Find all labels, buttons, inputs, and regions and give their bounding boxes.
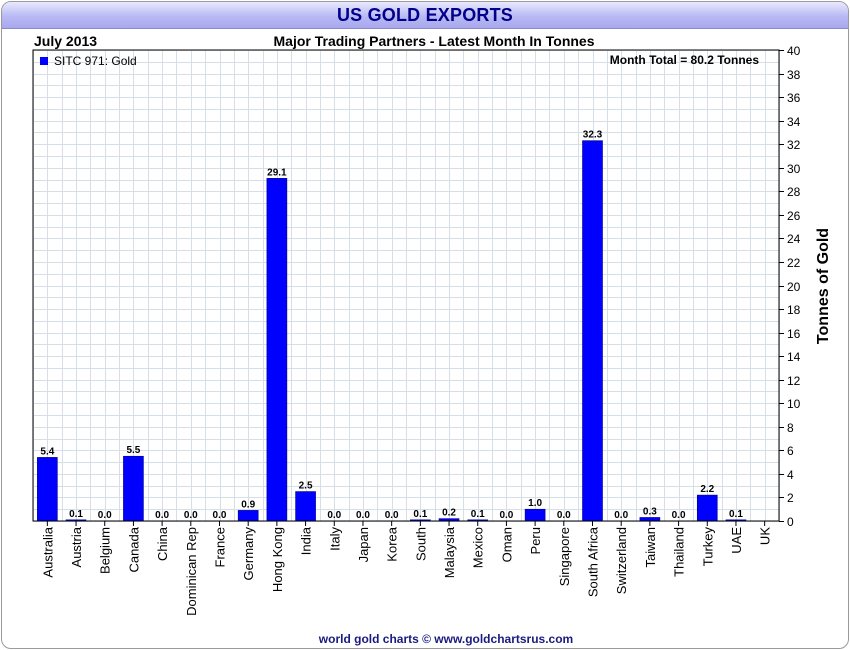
x-tick-label: Singapore — [557, 527, 572, 586]
y-tick-label: 40 — [787, 44, 801, 58]
bar-canada — [123, 455, 144, 522]
x-tick-label: UAE — [729, 527, 744, 554]
period-label: July 2013 — [34, 33, 97, 49]
y-tick-label: 36 — [787, 91, 801, 105]
y-tick-label: 14 — [787, 350, 801, 364]
x-tick-label: South Africa — [586, 526, 601, 597]
bar-germany — [237, 510, 259, 522]
x-tick-label: Hong Kong — [270, 527, 285, 592]
data-label: 5.4 — [40, 446, 54, 457]
x-tick-label: Australia — [40, 526, 55, 577]
x-tick-label: Japan — [356, 527, 371, 562]
bar-south-africa — [582, 140, 603, 522]
bar-hong-kong — [266, 178, 288, 522]
x-tick-label: Taiwan — [643, 527, 658, 567]
x-axis-labels: Australia Austria Belgium Canada China Domini… — [40, 521, 773, 616]
y-tick-label: 4 — [787, 468, 794, 482]
data-label: 0.1 — [729, 509, 743, 520]
bar-turkey — [696, 494, 718, 522]
title-bar: US GOLD EXPORTS — [2, 2, 848, 29]
x-tick-label: China — [155, 526, 170, 561]
data-label: 0.0 — [155, 510, 169, 521]
y-tick-label: 26 — [787, 209, 801, 223]
data-label: 0.0 — [184, 510, 198, 521]
y-tick-label: 32 — [787, 138, 801, 152]
chart-subtitle: Major Trading Partners - Latest Month In… — [274, 33, 595, 49]
y-tick-label: 30 — [787, 162, 801, 176]
x-tick-label: Switzerland — [614, 527, 629, 594]
plot-area-border — [32, 49, 780, 522]
data-label: 1.0 — [528, 498, 542, 509]
data-label: 0.1 — [413, 509, 427, 520]
x-tick-label: Belgium — [98, 527, 113, 574]
x-tick-label: Mexico — [471, 527, 486, 568]
legend-swatch — [40, 57, 48, 65]
y-tick-label: 2 — [787, 491, 794, 505]
bar-taiwan — [639, 517, 661, 522]
y-tick-label: 0 — [787, 515, 794, 529]
y-tick-label: 10 — [787, 397, 801, 411]
y-tick-label: 8 — [787, 421, 794, 435]
x-tick-label: Dominican Rep — [184, 527, 199, 616]
data-label: 2.5 — [299, 481, 313, 492]
data-label: 0.2 — [442, 508, 456, 519]
x-tick-label: Turkey — [700, 527, 715, 567]
data-label: 0.0 — [213, 510, 227, 521]
y-tick-label: 22 — [787, 256, 801, 270]
x-tick-label: South — [413, 527, 428, 561]
data-label: 29.1 — [267, 167, 287, 178]
data-label: 0.0 — [557, 510, 571, 521]
data-label: 0.0 — [385, 510, 399, 521]
y-axis-label: Tonnes of Gold — [815, 228, 832, 344]
x-tick-label: Peru — [528, 527, 543, 554]
y-tick-label: 18 — [787, 303, 801, 317]
x-tick-label: Canada — [126, 526, 141, 572]
data-label: 0.0 — [499, 510, 513, 521]
data-label: 0.0 — [327, 510, 341, 521]
data-label: 2.2 — [700, 484, 714, 495]
data-label: 5.5 — [126, 445, 140, 456]
y-tick-label: 12 — [787, 374, 801, 388]
data-label: 0.0 — [614, 510, 628, 521]
x-tick-label: Austria — [69, 526, 84, 567]
x-tick-label: Germany — [241, 527, 256, 581]
chart-title: US GOLD EXPORTS — [336, 5, 514, 25]
x-tick-label: Malaysia — [442, 526, 457, 578]
data-label: 0.1 — [69, 509, 83, 520]
data-label: 0.3 — [643, 506, 657, 517]
data-label: 0.0 — [672, 510, 686, 521]
x-tick-label: Korea — [385, 526, 400, 561]
bar-australia — [37, 457, 58, 522]
y-tick-label: 24 — [787, 232, 801, 246]
footer-credit: world gold charts © www.goldchartsrus.co… — [318, 632, 573, 646]
bar-series — [37, 140, 747, 522]
legend-label: SITC 971: Gold — [54, 54, 137, 68]
y-tick-label: 38 — [787, 68, 801, 82]
gridlines — [33, 50, 780, 522]
data-label: 0.0 — [98, 510, 112, 521]
y-tick-label: 16 — [787, 327, 801, 341]
y-tick-label: 6 — [787, 444, 794, 458]
data-label: 32.3 — [583, 130, 603, 141]
y-tick-label: 28 — [787, 185, 801, 199]
y-tick-label: 34 — [787, 115, 801, 129]
data-label: 0.9 — [241, 499, 255, 510]
y-tick-label: 20 — [787, 280, 801, 294]
x-tick-label: Thailand — [672, 527, 687, 577]
x-tick-label: India — [299, 526, 314, 555]
bar-peru — [524, 508, 546, 522]
x-tick-label: Oman — [499, 527, 514, 562]
month-total-annotation: Month Total = 80.2 Tonnes — [610, 53, 760, 67]
x-tick-label: Italy — [327, 527, 342, 551]
x-tick-label: UK — [758, 527, 773, 545]
x-tick-label: France — [213, 527, 228, 567]
data-label: 0.1 — [471, 509, 485, 520]
data-labels: 5.4 0.1 0.0 5.5 0.0 0.0 0.0 0.9 29.1 2.5 0.0 0.0 0.0… — [40, 130, 743, 521]
data-label: 0.0 — [356, 510, 370, 521]
bar-india — [295, 491, 316, 522]
